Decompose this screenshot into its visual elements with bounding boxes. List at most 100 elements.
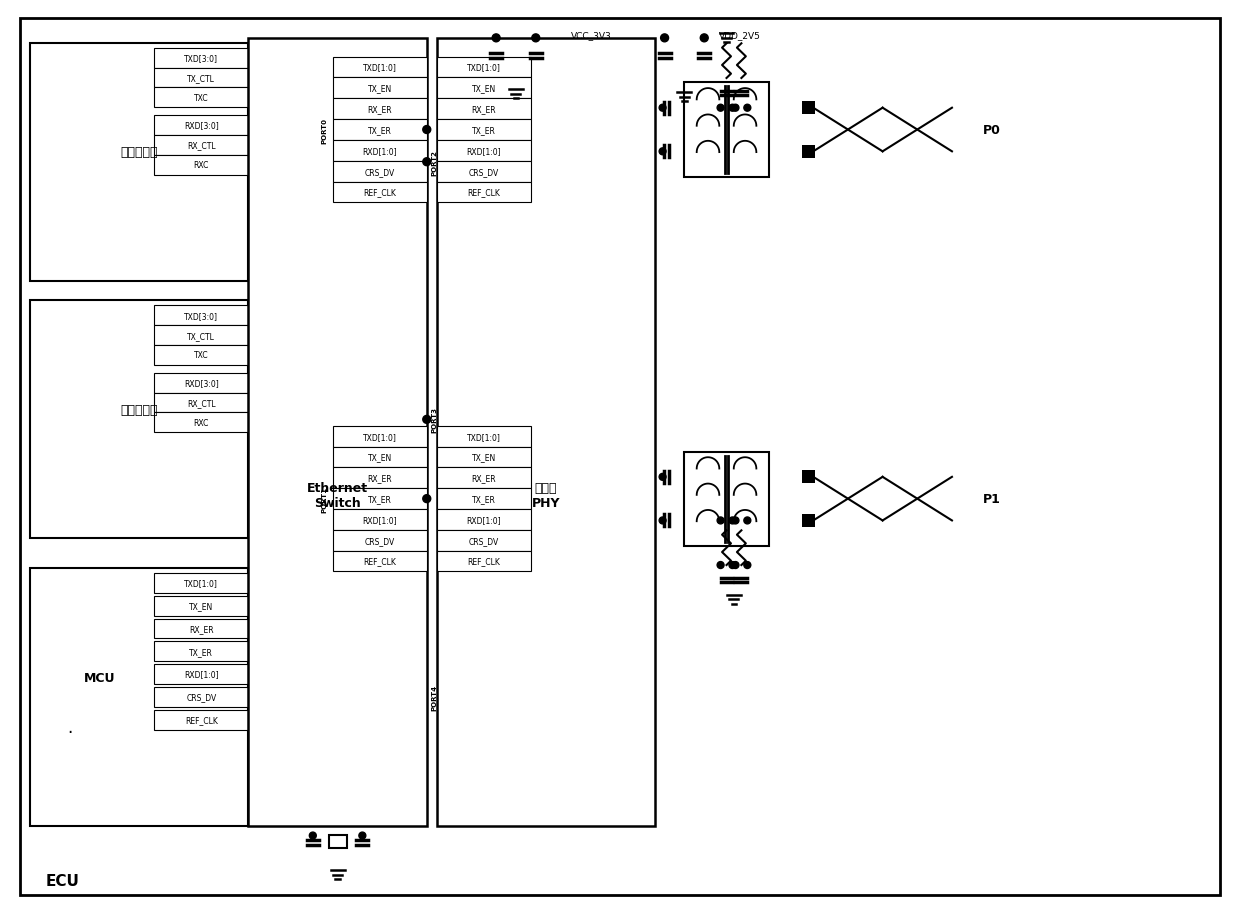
Bar <box>436 448 531 468</box>
Circle shape <box>717 562 724 569</box>
Bar <box>154 49 248 69</box>
Text: REF_CLK: REF_CLK <box>363 188 396 198</box>
Bar <box>329 834 346 848</box>
Text: CRS_DV: CRS_DV <box>469 167 498 176</box>
Circle shape <box>732 562 739 569</box>
Text: RXD[1:0]: RXD[1:0] <box>362 147 397 155</box>
Bar <box>31 568 248 826</box>
Text: TXD[1:0]: TXD[1:0] <box>363 432 397 441</box>
Text: REF_CLK: REF_CLK <box>363 557 396 566</box>
Bar <box>332 78 427 99</box>
Text: PORT4: PORT4 <box>432 684 438 710</box>
Text: CRS_DV: CRS_DV <box>365 167 394 176</box>
Bar <box>154 346 248 366</box>
Text: RXC: RXC <box>193 161 210 170</box>
Bar <box>436 78 531 99</box>
Bar <box>154 116 248 136</box>
Bar <box>436 509 531 530</box>
Text: TX_ER: TX_ER <box>471 126 496 135</box>
Bar <box>802 515 815 528</box>
Bar <box>154 710 248 730</box>
Text: RXD[3:0]: RXD[3:0] <box>184 121 218 130</box>
Bar <box>436 162 531 182</box>
Circle shape <box>805 148 812 156</box>
Text: TXD[1:0]: TXD[1:0] <box>466 63 501 73</box>
Circle shape <box>744 562 750 569</box>
Text: CRS_DV: CRS_DV <box>365 536 394 545</box>
Circle shape <box>701 35 708 43</box>
Text: TXD[3:0]: TXD[3:0] <box>185 312 218 321</box>
Text: TX_EN: TX_EN <box>471 85 496 94</box>
Bar <box>802 102 815 115</box>
Text: RX_ER: RX_ER <box>367 105 392 114</box>
Text: PORT0: PORT0 <box>321 118 327 143</box>
Bar <box>154 69 248 88</box>
Circle shape <box>805 105 812 112</box>
Text: RXD[1:0]: RXD[1:0] <box>184 670 218 679</box>
Bar <box>436 58 531 78</box>
Bar <box>248 39 427 826</box>
Circle shape <box>732 517 739 525</box>
Text: CRS_DV: CRS_DV <box>186 693 217 701</box>
Bar <box>436 468 531 489</box>
Circle shape <box>660 474 666 481</box>
Bar <box>332 448 427 468</box>
Bar <box>31 44 248 281</box>
Text: 第一处理器: 第一处理器 <box>120 146 159 159</box>
Bar <box>332 58 427 78</box>
Bar <box>332 141 427 162</box>
Text: TX_ER: TX_ER <box>368 126 392 135</box>
Bar <box>154 641 248 662</box>
Bar <box>436 39 655 826</box>
Text: Ethernet
Switch: Ethernet Switch <box>308 482 368 509</box>
Text: 第二处理器: 第二处理器 <box>120 403 159 416</box>
Bar <box>436 182 531 203</box>
Bar <box>154 664 248 685</box>
Circle shape <box>309 833 316 839</box>
Text: RX_CTL: RX_CTL <box>187 399 216 407</box>
Bar <box>31 301 248 539</box>
Bar <box>154 136 248 155</box>
Bar <box>436 530 531 551</box>
Text: VCC_3V3: VCC_3V3 <box>570 31 611 40</box>
Circle shape <box>729 105 737 112</box>
Bar <box>802 146 815 159</box>
Text: TX_ER: TX_ER <box>471 494 496 504</box>
Text: TX_EN: TX_EN <box>367 85 392 94</box>
Bar <box>332 426 427 448</box>
Bar <box>436 551 531 572</box>
Bar <box>684 452 769 546</box>
Bar <box>154 596 248 616</box>
Text: TX_ER: TX_ER <box>368 494 392 504</box>
Circle shape <box>423 159 430 166</box>
Circle shape <box>358 833 366 839</box>
Circle shape <box>729 517 737 525</box>
Text: MCU: MCU <box>84 671 115 684</box>
Circle shape <box>660 517 666 525</box>
Text: REF_CLK: REF_CLK <box>467 557 500 566</box>
Circle shape <box>660 105 666 112</box>
Bar <box>436 141 531 162</box>
Circle shape <box>423 127 430 134</box>
Bar <box>332 162 427 182</box>
Text: PORT3: PORT3 <box>432 407 438 433</box>
Circle shape <box>744 105 750 112</box>
Bar <box>154 373 248 393</box>
Bar <box>332 99 427 120</box>
Circle shape <box>423 416 430 424</box>
Text: P0: P0 <box>982 124 1001 137</box>
Text: TX_EN: TX_EN <box>471 453 496 462</box>
Text: ECU: ECU <box>45 873 79 888</box>
Text: RXC: RXC <box>193 418 210 427</box>
Text: TXD[1:0]: TXD[1:0] <box>466 432 501 441</box>
Circle shape <box>717 517 724 525</box>
Bar <box>332 551 427 572</box>
Circle shape <box>492 35 500 43</box>
Bar <box>436 120 531 141</box>
Text: TXC: TXC <box>193 94 208 103</box>
Text: TX_EN: TX_EN <box>367 453 392 462</box>
Text: RX_CTL: RX_CTL <box>187 142 216 150</box>
Text: REF_CLK: REF_CLK <box>185 715 218 724</box>
Text: PORT2: PORT2 <box>432 150 438 176</box>
Text: RXD[1:0]: RXD[1:0] <box>466 516 501 525</box>
